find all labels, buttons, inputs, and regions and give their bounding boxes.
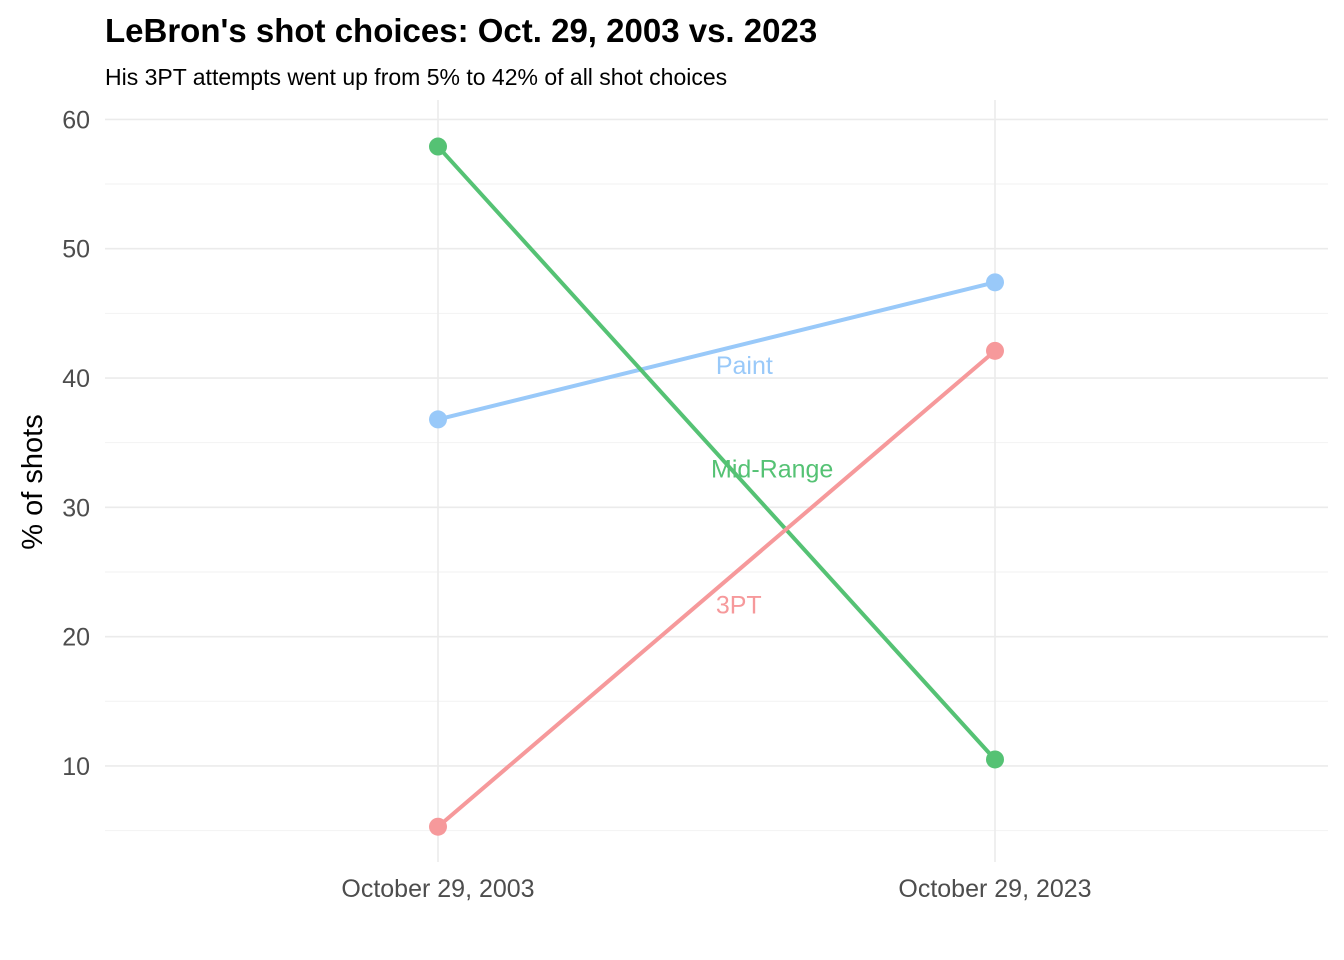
- data-point-3pt: [986, 341, 1004, 360]
- chart-subtitle: His 3PT attempts went up from 5% to 42% …: [105, 64, 727, 90]
- y-axis-label: % of shots: [17, 414, 49, 549]
- series-line-paint: [436, 280, 997, 422]
- series-labels: Paint Mid-Range 3PT: [711, 352, 833, 619]
- series-line-mid-range: [436, 144, 997, 762]
- data-point-paint: [986, 273, 1004, 292]
- data-point-paint: [429, 410, 447, 429]
- data-point-3pt: [429, 817, 447, 836]
- y-tick-label: 10: [62, 753, 90, 781]
- series-lines: [429, 137, 1004, 836]
- y-tick-label: 60: [62, 106, 90, 134]
- series-label-3pt: 3PT: [716, 591, 762, 619]
- series-label-mid-range: Mid-Range: [711, 456, 833, 484]
- x-axis-ticks: October 29, 2003 October 29, 2023: [341, 875, 1091, 903]
- y-tick-label: 40: [62, 365, 90, 393]
- grid: [105, 100, 1328, 862]
- y-axis-ticks: 10 20 30 40 50 60: [62, 106, 90, 781]
- series-line-3pt: [436, 348, 997, 829]
- data-point-mid-range: [429, 137, 447, 156]
- x-tick-label: October 29, 2003: [341, 875, 534, 903]
- x-tick-label: October 29, 2023: [898, 875, 1091, 903]
- series-label-paint: Paint: [716, 352, 773, 380]
- y-tick-label: 30: [62, 494, 90, 522]
- chart-title: LeBron's shot choices: Oct. 29, 2003 vs.…: [105, 12, 817, 49]
- data-point-mid-range: [986, 750, 1004, 769]
- y-tick-label: 20: [62, 624, 90, 652]
- y-tick-label: 50: [62, 236, 90, 264]
